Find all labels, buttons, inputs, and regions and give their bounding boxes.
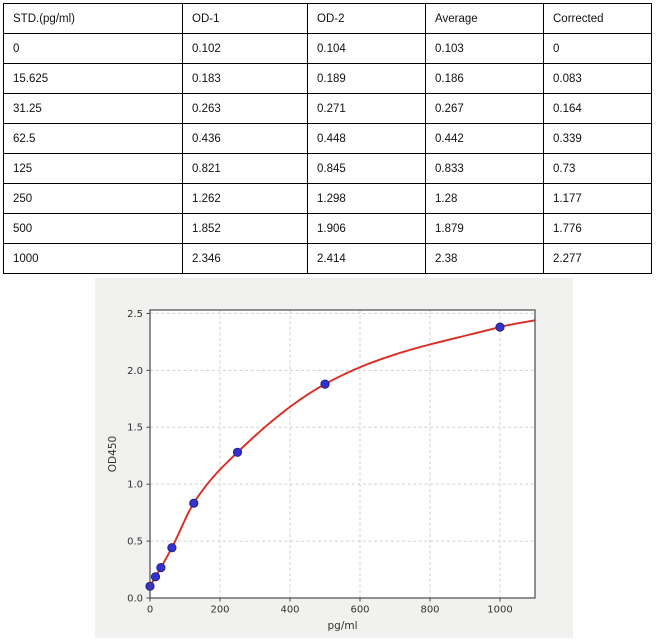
table-cell: 0.448 [307,123,426,154]
column-header-2: OD-2 [307,3,426,34]
x-tick-label: 1000 [487,605,512,616]
data-point [495,322,505,332]
table-cell: 1.28 [425,183,544,214]
table-cell: 0.845 [307,153,426,184]
y-tick-label: 0.0 [127,594,143,605]
plot-area [150,310,535,598]
table-cell: 1.262 [182,183,308,214]
column-header-3: Average [425,3,544,34]
table-cell: 2.414 [307,243,426,274]
y-tick-label: 1.5 [127,423,143,434]
table-cell: 2.38 [425,243,544,274]
table-cell: 0.436 [182,123,308,154]
data-point [167,543,177,553]
table-cell: 0.833 [425,153,544,184]
table-cell: 125 [3,153,183,184]
table-cell: 1.879 [425,213,544,244]
table-cell: 0.186 [425,63,544,94]
table-cell: 2.346 [182,243,308,274]
table-cell: 0.103 [425,33,544,64]
table-cell: 500 [3,213,183,244]
table-cell: 1.906 [307,213,426,244]
data-points [145,322,505,591]
data-point [189,498,199,508]
x-tick-label: 200 [210,605,229,616]
table-row: 500 1.852 1.906 1.879 1.776 [3,213,652,244]
y-axis-label: OD450 [107,436,119,472]
table-row: 0 0.102 0.104 0.103 0 [3,33,652,64]
table-cell: 0 [543,33,652,64]
table-cell: 0.339 [543,123,652,154]
table-cell: 62.5 [3,123,183,154]
table-row: 1000 2.346 2.414 2.38 2.277 [3,243,652,274]
table-cell: 0.267 [425,93,544,124]
standard-curve-chart: 0 200 400 600 800 1000 0.0 0.5 1.0 1.5 2.0 2.5 pg/ml… [107,309,536,632]
x-tick-label: 600 [350,605,369,616]
data-point [150,572,161,582]
x-axis-label: pg/ml [327,620,357,632]
table-cell: 0.821 [182,153,308,184]
y-tick-label: 0.5 [127,537,143,548]
table-cell: 0.083 [543,63,652,94]
table-row: 125 0.821 0.845 0.833 0.73 [3,153,652,184]
table-row: 250 1.262 1.298 1.28 1.177 [3,183,652,214]
table-cell: 0.164 [543,93,652,124]
data-point [156,563,166,573]
data-point [232,447,243,457]
standard-curve-figure: 0 200 400 600 800 1000 0.0 0.5 1.0 1.5 2.0 2.5 pg/ml… [95,278,573,638]
table-row: 62.5 0.436 0.448 0.442 0.339 [3,123,652,154]
column-header-1: OD-1 [182,3,308,34]
table-cell: 0 [3,33,183,64]
table-cell: 250 [3,183,183,214]
table-cell: 0.102 [182,33,308,64]
table-row: 15.625 0.183 0.189 0.186 0.083 [3,63,652,94]
column-header-4: Corrected [543,3,652,34]
y-tick-label: 2.5 [127,309,143,320]
table-cell: 1.852 [182,213,308,244]
table-cell: 1.776 [543,213,652,244]
axes-border [149,309,536,599]
data-point [320,379,330,389]
table-cell: 31.25 [3,93,183,124]
table-cell: 0.442 [425,123,544,154]
table-cell: 2.277 [543,243,652,274]
table-cell: 0.263 [182,93,308,124]
y-tick-label: 2.0 [127,366,143,377]
y-tick-label: 1.0 [127,480,143,491]
x-tick-label: 800 [420,605,439,616]
table-row: 31.25 0.263 0.271 0.267 0.164 [3,93,652,124]
tick-labels: 0 200 400 600 800 1000 0.0 0.5 1.0 1.5 2.0 2.5 [127,309,513,616]
standards-table: STD.(pg/ml) OD-1 OD-2 Average Corrected 0 0.1… [3,3,652,274]
table-cell: 1.298 [307,183,426,214]
table-cell: 0.189 [307,63,426,94]
column-header-0: STD.(pg/ml) [3,3,183,34]
table-cell: 0.271 [307,93,426,124]
table-cell: 0.73 [543,153,652,184]
x-tick-label: 400 [280,605,299,616]
table-cell: 15.625 [3,63,183,94]
table-cell: 1000 [3,243,183,274]
tick-marks [146,312,501,602]
gridlines [150,310,535,598]
table-cell: 0.183 [182,63,308,94]
table-cell: 1.177 [543,183,652,214]
x-tick-label: 0 [147,605,153,616]
standards-table-header-row: STD.(pg/ml) OD-1 OD-2 Average Corrected [3,3,652,34]
table-cell: 0.104 [307,33,426,64]
fit-curve [149,319,535,588]
